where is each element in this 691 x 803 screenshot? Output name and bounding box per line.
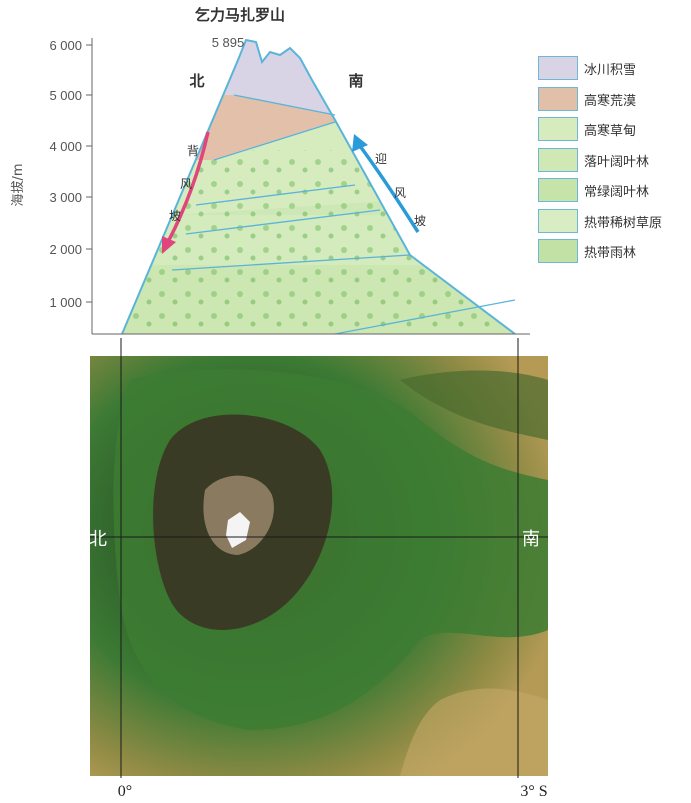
legend-swatch: [538, 239, 578, 263]
mountain-title: 乞力马扎罗山: [195, 6, 285, 24]
y-axis-label: 海拔/m: [11, 163, 26, 206]
map-south-label: 南: [522, 529, 540, 550]
y-axis-tick-labels: 1 000 2 000 3 000 4 000 5 000 6 000: [49, 38, 82, 310]
legend-item-rainforest: 热带雨林: [538, 239, 688, 270]
peak-elevation: 5 895: [212, 35, 245, 50]
mountain-profile: [122, 40, 515, 334]
leeward-text: 背 风 坡: [169, 144, 199, 223]
tick-label-5000: 5 000: [49, 88, 82, 103]
south-slope-label: 南: [348, 72, 363, 90]
leeward-char-3: 坡: [169, 209, 181, 223]
longitude-right-label: 3° S: [520, 783, 547, 800]
windward-char-2: 风: [394, 186, 406, 200]
windward-text: 迎 风 坡: [375, 152, 426, 228]
leeward-char-1: 背: [187, 144, 199, 158]
windward-char-3: 坡: [414, 214, 426, 228]
legend-swatch: [538, 147, 578, 172]
longitude-left-label: 0°: [118, 783, 132, 800]
leeward-char-2: 风: [180, 177, 192, 191]
legend-label: 冰川积雪: [584, 63, 637, 78]
legend-label: 常绿阔叶林: [584, 185, 650, 200]
legend-label: 落叶阔叶林: [584, 154, 650, 170]
legend-label: 高寒草甸: [584, 124, 637, 139]
y-axis-ticks: [86, 44, 92, 303]
legend-label: 热带稀树草原: [584, 215, 663, 231]
map-reference-lines: [90, 338, 548, 778]
legend-swatch: [538, 117, 578, 141]
mountain-outline: [121, 38, 516, 335]
legend-item-deciduous: 落叶阔叶林: [538, 147, 688, 179]
legend-swatch: [538, 208, 578, 233]
satellite-map: [90, 356, 548, 776]
legend-item-glacier: 冰川积雪: [538, 56, 688, 87]
legend-swatch: [538, 86, 578, 111]
legend-swatch: [538, 178, 578, 202]
tick-label-1000: 1 000: [49, 295, 82, 310]
legend-label: 高寒荒漠: [584, 93, 637, 109]
legend-item-savanna: 热带稀树草原: [538, 208, 688, 240]
legend-item-alpine-meadow: 高寒草甸: [538, 117, 688, 148]
windward-arrow: [352, 134, 420, 233]
tick-label-6000: 6 000: [49, 38, 82, 53]
tick-label-3000: 3 000: [49, 190, 82, 205]
legend-item-alpine-desert: 高寒荒漠: [538, 86, 688, 118]
legend-label: 热带雨林: [584, 246, 637, 261]
zone-boundaries: [171, 94, 516, 335]
map-north-label: 北: [89, 529, 107, 550]
legend: 冰川积雪 高寒荒漠 高寒草甸 落叶阔叶林 常绿阔叶林 热带稀树草原 热带雨林: [538, 56, 688, 270]
tick-label-2000: 2 000: [49, 242, 82, 257]
leeward-arrow: [162, 131, 210, 254]
north-slope-label: 北: [189, 72, 204, 90]
tick-label-4000: 4 000: [49, 139, 82, 154]
windward-char-1: 迎: [375, 152, 387, 166]
legend-item-evergreen: 常绿阔叶林: [538, 178, 688, 209]
legend-swatch: [538, 56, 578, 80]
